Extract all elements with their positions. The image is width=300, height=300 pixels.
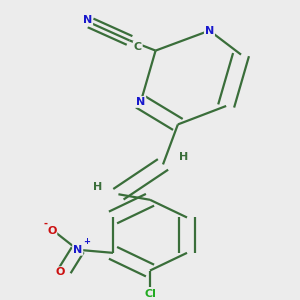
Text: +: + (83, 237, 91, 246)
Text: N: N (136, 97, 145, 107)
Text: N: N (73, 245, 82, 255)
Text: O: O (56, 267, 65, 277)
Text: N: N (83, 16, 92, 26)
Text: C: C (134, 42, 142, 52)
Text: Cl: Cl (144, 289, 156, 298)
Text: H: H (93, 182, 103, 192)
Text: N: N (205, 26, 214, 36)
Text: H: H (179, 152, 188, 162)
Text: O: O (47, 226, 56, 236)
Text: -: - (44, 219, 48, 229)
